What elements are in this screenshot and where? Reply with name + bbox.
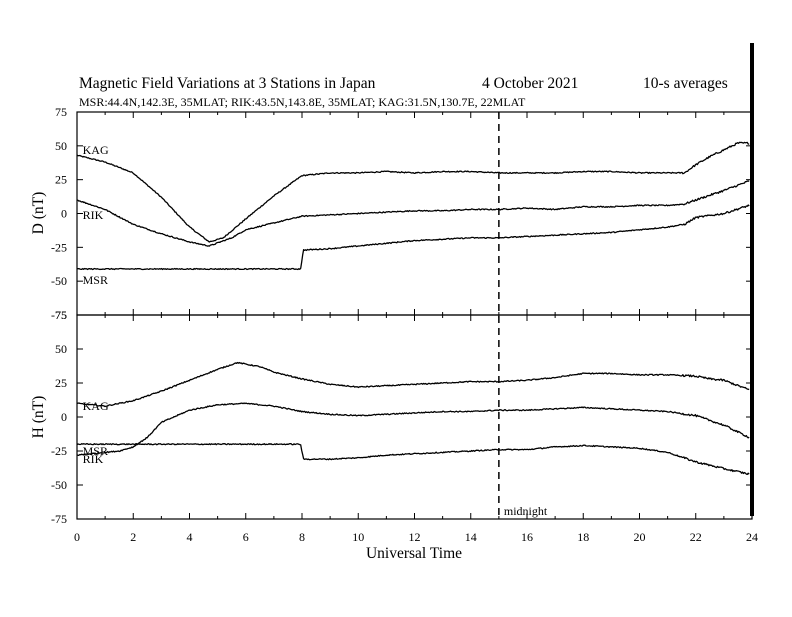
- chart-marks: 7550250-25-50-75KAGRIKMSR7550250-25-50-7…: [51, 43, 758, 544]
- d-panel-series-rik: [76, 180, 750, 247]
- h-panel-series-label-rik: RIK: [83, 452, 104, 466]
- x-tick-label: 20: [634, 530, 646, 544]
- x-tick-label: 4: [187, 530, 193, 544]
- x-axis-title: Universal Time: [366, 545, 462, 562]
- x-tick-label: 8: [299, 530, 305, 544]
- chart-date: 4 October 2021: [482, 75, 578, 92]
- x-tick-label: 2: [130, 530, 136, 544]
- x-tick-label: 18: [577, 530, 589, 544]
- x-tick-label: 6: [243, 530, 249, 544]
- h-panel-ytick-label: 0: [61, 410, 67, 424]
- x-tick-label: 22: [690, 530, 702, 544]
- h-panel-ytick-label: -50: [51, 478, 67, 492]
- chart-subtitle: MSR:44.4N,142.3E, 35MLAT; RIK:43.5N,143.…: [79, 95, 526, 109]
- h-panel-ytick-label: 25: [55, 376, 67, 390]
- x-tick-label: 10: [352, 530, 364, 544]
- d-panel-ytick-label: -50: [51, 274, 67, 288]
- x-tick-label: 16: [521, 530, 533, 544]
- d-panel-ytick-label: 25: [55, 173, 67, 187]
- d-panel-series-msr: [77, 204, 750, 271]
- end-of-day-spike: [750, 43, 754, 516]
- h-panel-ytick-label: 50: [55, 342, 67, 356]
- x-tick-label: 12: [409, 530, 421, 544]
- h-panel-series-kag: [76, 361, 750, 408]
- d-panel-ytick-label: 50: [55, 139, 67, 153]
- h-panel-ytick-label: -25: [51, 444, 67, 458]
- d-panel-ytick-label: 75: [55, 105, 67, 119]
- h-panel-ytick-label: 75: [55, 308, 67, 322]
- d-panel-series-label-msr: MSR: [83, 273, 108, 287]
- h-panel-series-label-msr: MSR: [83, 444, 108, 458]
- d-panel-series-label-kag: KAG: [83, 143, 109, 157]
- d-panel-ylabel: D (nT): [30, 192, 47, 235]
- d-panel-ytick-label: 0: [61, 207, 67, 221]
- h-panel-ytick-label: -75: [51, 512, 67, 526]
- chart-averaging: 10-s averages: [643, 75, 728, 92]
- x-tick-label: 0: [74, 530, 80, 544]
- h-panel-series-msr: [76, 443, 750, 476]
- d-panel-ytick-label: -25: [51, 240, 67, 254]
- midnight-label: midnight: [504, 504, 548, 518]
- d-panel-series-kag: [76, 141, 750, 243]
- h-panel-series-label-kag: KAG: [83, 399, 109, 413]
- chart-title: Magnetic Field Variations at 3 Stations …: [79, 75, 376, 92]
- h-panel-ylabel: H (nT): [30, 396, 47, 439]
- d-panel-ytick-label: -75: [51, 308, 67, 322]
- x-tick-label: 14: [465, 530, 477, 544]
- d-panel-series-label-rik: RIK: [83, 208, 104, 222]
- x-tick-label: 24: [746, 530, 758, 544]
- h-panel-series-rik: [76, 402, 750, 456]
